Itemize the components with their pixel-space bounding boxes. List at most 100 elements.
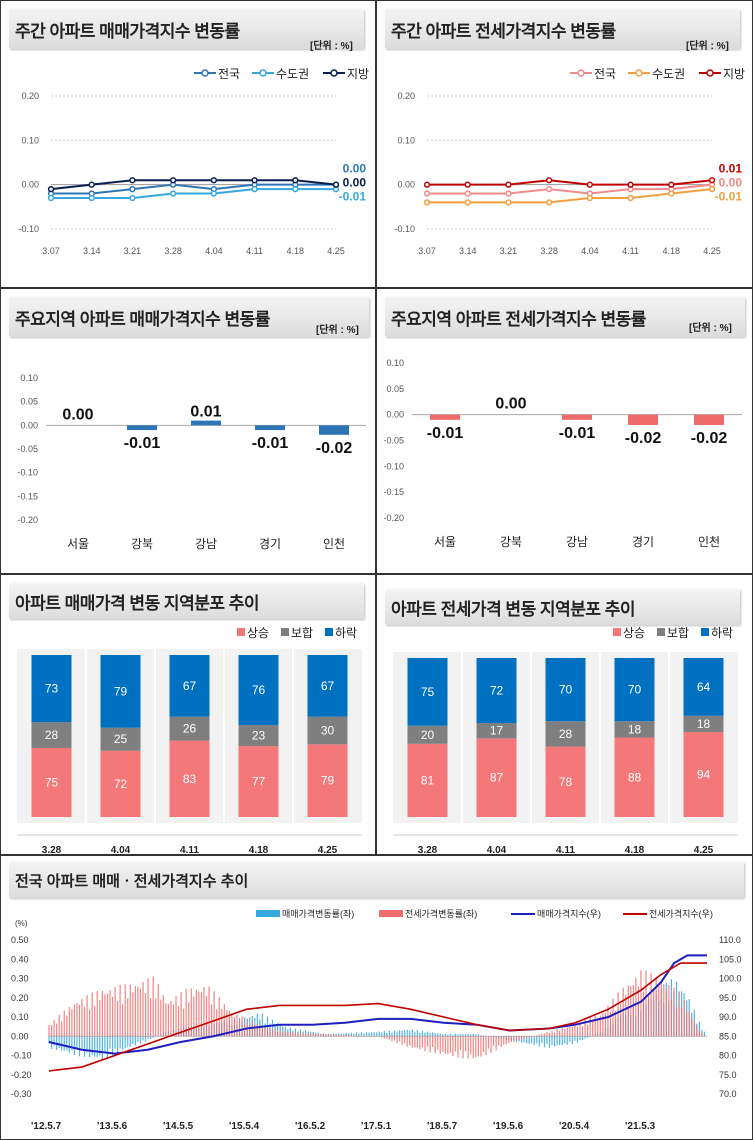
x-tick-label: 3.21 xyxy=(500,246,518,256)
bar-인천 xyxy=(694,414,724,425)
rate-bar xyxy=(190,988,192,1037)
dist-jeonse-title: 아파트 전세가격 변동 지역분포 추이 xyxy=(385,589,740,625)
weekly-jeonse-title: 주간 아파트 전세가격지수 변동률 xyxy=(385,9,740,49)
rate-bar xyxy=(520,1036,523,1039)
rate-bar xyxy=(503,1036,505,1045)
rate-bar xyxy=(348,1033,350,1037)
rate-bar xyxy=(475,1036,477,1057)
rate-bar xyxy=(650,973,652,1037)
rate-bar xyxy=(83,1036,86,1057)
rate-bar xyxy=(576,1026,579,1037)
bar-segment-하락 xyxy=(407,658,448,726)
legend-label: 매매가격지수(우) xyxy=(537,908,601,919)
rate-bar xyxy=(401,1030,403,1037)
rate-bar xyxy=(388,1036,391,1040)
rate-bar xyxy=(109,1036,111,1049)
x-tick-label: 4.18 xyxy=(249,845,269,855)
rate-bar xyxy=(277,1023,279,1037)
data-point xyxy=(668,190,675,197)
y-left-tick-label: 0.50 xyxy=(11,935,29,945)
rate-bar xyxy=(142,1036,144,1041)
bar-segment-보합 xyxy=(683,715,724,733)
segment-value-label: 28 xyxy=(559,727,573,741)
bar-value-label: 0.01 xyxy=(190,404,221,421)
x-tick-label: 4.25 xyxy=(694,845,714,855)
bar-value-label: -0.01 xyxy=(559,425,596,442)
rate-bar xyxy=(167,1003,170,1037)
series-line-지방 xyxy=(50,179,337,191)
rate-bar xyxy=(658,986,660,1037)
y-tick-label: -0.10 xyxy=(383,461,404,471)
y-tick-label: 0.10 xyxy=(397,135,415,145)
segment-value-label: 72 xyxy=(490,684,504,698)
rate-bar xyxy=(142,982,144,1037)
rate-bar xyxy=(683,1000,685,1037)
rate-bar xyxy=(358,1035,360,1037)
rate-bar xyxy=(327,1034,330,1037)
rate-bar xyxy=(457,1036,459,1058)
rate-bar xyxy=(152,1036,154,1038)
rate-bar xyxy=(607,1005,609,1037)
rate-bar xyxy=(129,984,131,1037)
y-right-tick-label: 100.0 xyxy=(719,974,742,984)
y-tick-label: 0.00 xyxy=(20,420,38,430)
rate-bar xyxy=(58,1014,60,1037)
data-point xyxy=(88,181,95,188)
rate-bar xyxy=(383,1036,385,1039)
rate-bar xyxy=(177,1006,180,1037)
rate-bar xyxy=(127,998,129,1037)
x-tick-label: 4.04 xyxy=(581,246,599,256)
rate-bar xyxy=(58,1036,60,1049)
region-sale-unit: [단위 : %] xyxy=(316,325,359,336)
rate-bar xyxy=(551,1036,553,1046)
rate-bar xyxy=(653,990,655,1037)
rate-bar xyxy=(71,1036,73,1051)
rate-bar xyxy=(150,998,152,1037)
rate-bar xyxy=(630,986,632,1037)
rate-bar xyxy=(579,1036,581,1040)
data-point xyxy=(545,199,553,206)
x-tick-label: 3.28 xyxy=(540,246,558,256)
rate-bar xyxy=(599,1015,601,1037)
data-point xyxy=(292,177,299,184)
dist-sale-panel: 아파트 매매가격 변동 지역분포 추이 상승 보합 하락 75 28 73 3.28 72 25… xyxy=(0,574,376,855)
segment-value-label: 88 xyxy=(628,770,642,784)
weekly-jeonse-chart: 전국 수도권 지방 0.20 0.10 0.00 -0.10 3.07 3.14 3.21 3.28… xyxy=(394,67,745,256)
rate-bar xyxy=(310,1031,312,1037)
segment-value-label: 73 xyxy=(45,682,59,696)
rate-bar xyxy=(406,1036,408,1047)
rate-bar xyxy=(640,970,642,1037)
rate-bar xyxy=(602,1013,604,1037)
dist-sale-title: 아파트 매매가격 변동 지역분포 추이 xyxy=(9,583,364,619)
bar-경기 xyxy=(628,414,658,425)
segment-value-label: 67 xyxy=(183,679,197,693)
segment-value-label: 25 xyxy=(114,732,128,746)
rate-bar xyxy=(541,1033,543,1037)
legend-label: 매매가격변동률(좌) xyxy=(282,908,354,919)
rate-bar xyxy=(81,998,83,1037)
rate-bar xyxy=(447,1036,449,1055)
rate-bar xyxy=(226,1010,228,1037)
bar-value-label: -0.02 xyxy=(691,430,728,447)
bar-segment-하락 xyxy=(31,655,72,723)
segment-value-label: 87 xyxy=(490,771,504,785)
rate-bar xyxy=(61,1036,63,1051)
rate-bar xyxy=(294,1028,297,1037)
rate-bar xyxy=(543,1036,546,1048)
rate-bar xyxy=(439,1033,441,1037)
x-tick-label: 3.28 xyxy=(164,246,182,256)
rate-bar xyxy=(553,1032,556,1037)
legend-swatch-상승 xyxy=(613,628,621,636)
y-tick-label: -0.10 xyxy=(394,224,415,234)
bar-segment-상승 xyxy=(683,732,724,817)
rate-bar xyxy=(675,1006,678,1037)
rate-bar xyxy=(363,1035,365,1037)
weekly-jeonse-unit: [단위 : %] xyxy=(686,41,729,52)
legend-marker-수도권 xyxy=(635,69,643,77)
dist-jeonse-chart: 상승 보합 하락 81 20 75 3.28 87 17 72 4.04 78 28 70 4.11 88 18… xyxy=(393,626,738,855)
bar-segment-보합 xyxy=(545,721,586,747)
rate-bar xyxy=(432,1036,434,1047)
rate-bar xyxy=(404,1030,406,1037)
x-tick-label: 3.28 xyxy=(418,845,438,855)
rate-bar xyxy=(277,1031,279,1037)
